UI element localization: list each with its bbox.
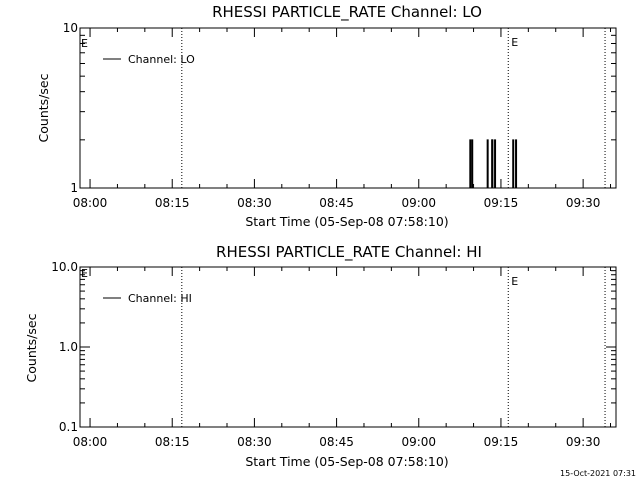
y-tick-label-lo: 1 xyxy=(70,181,78,195)
data-spike-lo xyxy=(469,139,472,188)
x-tick-label-lo: 09:00 xyxy=(401,196,436,210)
x-axis-label-hi: Start Time (05-Sep-08 07:58:10) xyxy=(245,454,448,469)
start-marker-label-lo: E xyxy=(81,37,88,50)
y-tick-label-hi: 1.0 xyxy=(59,340,78,354)
x-tick-label-hi: 08:15 xyxy=(155,435,190,449)
plot-frame-hi xyxy=(79,266,617,428)
start-marker-label-hi: E xyxy=(81,267,88,280)
legend-label-hi: Channel: HI xyxy=(128,292,192,305)
x-tick-label-lo: 08:00 xyxy=(73,196,108,210)
x-tick-label-lo: 08:45 xyxy=(319,196,354,210)
x-tick-label-lo: 09:30 xyxy=(566,196,601,210)
y-tick-label-lo: 10 xyxy=(63,21,78,35)
chart-title-hi: RHESSI PARTICLE_RATE Channel: HI xyxy=(216,243,482,262)
x-tick-label-hi: 08:45 xyxy=(319,435,354,449)
data-spike-lo xyxy=(491,139,494,188)
event-marker-label-lo: E xyxy=(511,36,518,49)
panel-hi: RHESSI PARTICLE_RATE Channel: HI 08:00 08… xyxy=(24,243,617,469)
x-tick-label-hi: 08:30 xyxy=(237,435,272,449)
x-axis-label-lo: Start Time (05-Sep-08 07:58:10) xyxy=(245,214,448,229)
y-axis-label-hi: Counts/sec xyxy=(24,313,39,382)
x-tick-label-lo: 09:15 xyxy=(484,196,519,210)
legend-label-lo: Channel: LO xyxy=(128,53,195,66)
event-marker-label-hi: E xyxy=(511,275,518,288)
plot-frame-lo xyxy=(79,27,617,189)
data-spike-lo xyxy=(494,139,497,188)
x-tick-label-lo: 08:30 xyxy=(237,196,272,210)
y-tick-label-hi: 0.1 xyxy=(59,420,78,434)
data-spike-lo xyxy=(486,139,489,188)
x-tick-label-hi: 09:00 xyxy=(401,435,436,449)
x-tick-label-hi: 09:30 xyxy=(566,435,601,449)
data-spike-lo xyxy=(471,139,474,188)
generation-timestamp: 15-Oct-2021 07:31 xyxy=(560,469,636,478)
data-spike-lo xyxy=(515,139,518,188)
x-tick-label-hi: 09:15 xyxy=(484,435,519,449)
x-tick-label-lo: 08:15 xyxy=(155,196,190,210)
y-axis-label-lo: Counts/sec xyxy=(36,73,51,142)
chart-title-lo: RHESSI PARTICLE_RATE Channel: LO xyxy=(212,3,482,22)
panel-lo: RHESSI PARTICLE_RATE Channel: LO 08:00 08… xyxy=(36,3,617,229)
data-spike-lo xyxy=(512,139,515,188)
y-tick-label-hi: 10.0 xyxy=(51,260,78,274)
x-tick-label-hi: 08:00 xyxy=(73,435,108,449)
